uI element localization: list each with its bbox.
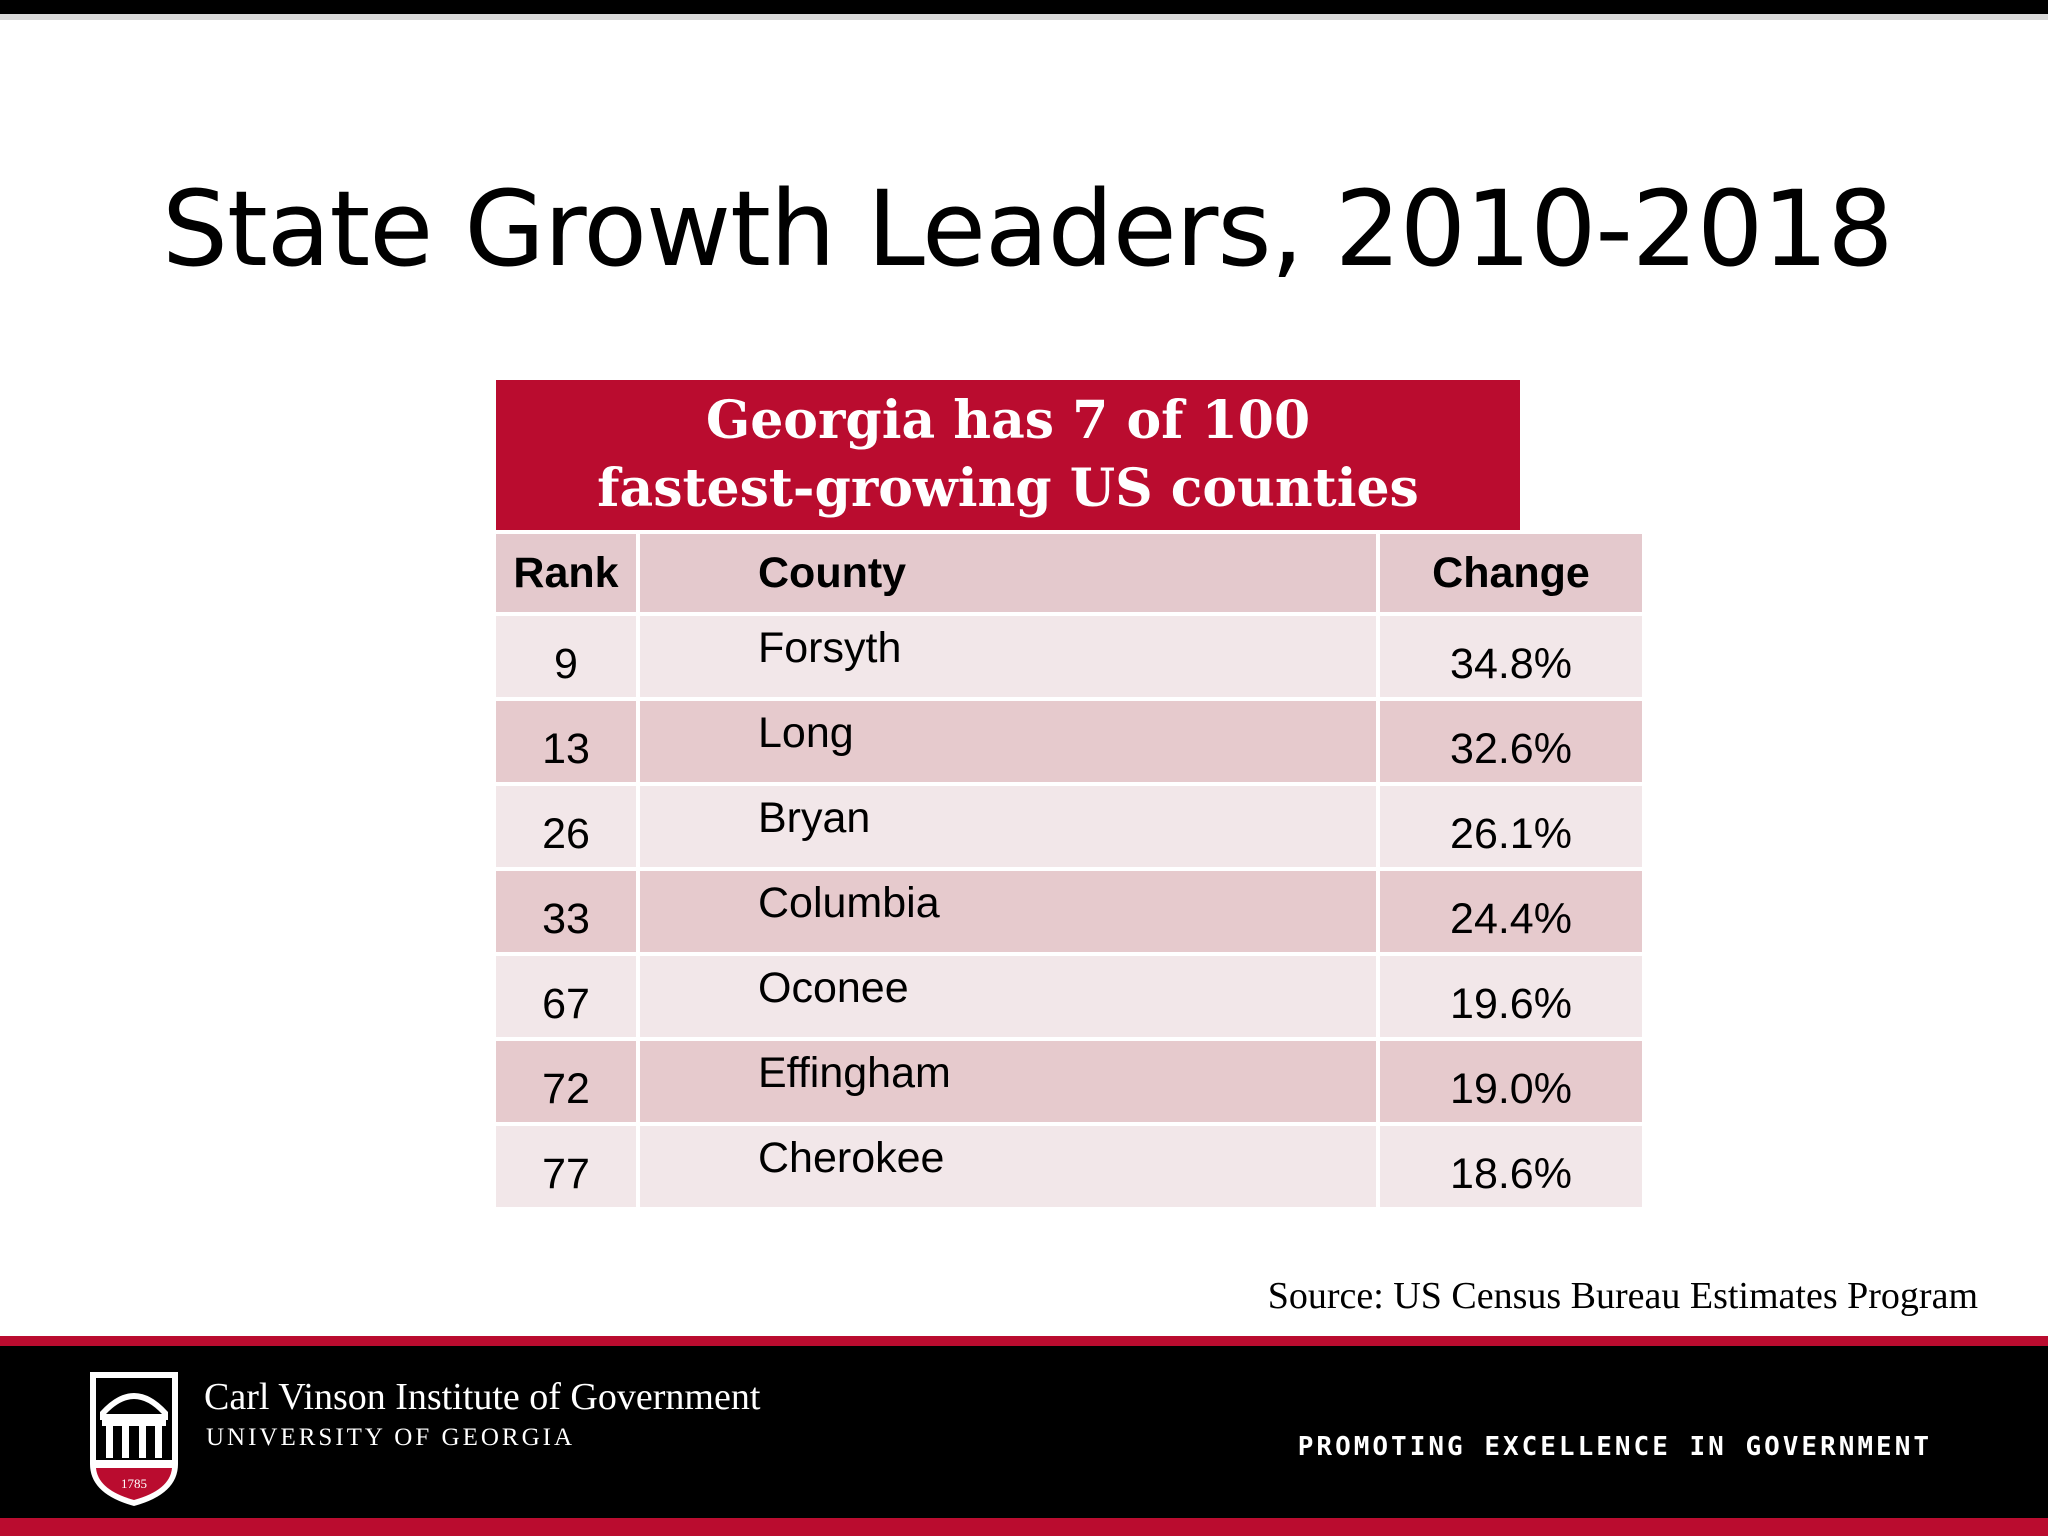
- county-name: Long: [758, 709, 854, 757]
- change-cell: 26.1%: [1380, 782, 1642, 867]
- rank-cell: 67: [496, 952, 640, 1037]
- footer-bar: [0, 1346, 2048, 1518]
- footer-tagline: PROMOTING EXCELLENCE IN GOVERNMENT: [1297, 1432, 1932, 1462]
- column-header-rank: Rank: [496, 530, 640, 612]
- county-cell: Bryan: [640, 782, 1380, 867]
- county-name: Oconee: [758, 964, 909, 1012]
- county-name: Bryan: [758, 794, 871, 842]
- table-caption: Georgia has 7 of 100 fastest-growing US …: [496, 380, 1520, 530]
- county-table: Rank County Change 9 Forsyth 34.8% 13 Lo…: [496, 530, 1642, 1207]
- source-note: Source: US Census Bureau Estimates Progr…: [1267, 1275, 1978, 1317]
- county-cell: Cherokee: [640, 1122, 1380, 1207]
- change-value: 19.6%: [1450, 980, 1572, 1028]
- top-border-bar: [0, 0, 2048, 14]
- county-name: Columbia: [758, 879, 940, 927]
- rank-value: 33: [542, 895, 590, 943]
- rank-value: 77: [542, 1150, 590, 1198]
- change-value: 24.4%: [1450, 895, 1572, 943]
- change-value: 18.6%: [1450, 1150, 1572, 1198]
- change-value: 26.1%: [1450, 810, 1572, 858]
- table-row: 9 Forsyth 34.8%: [496, 612, 1642, 697]
- rank-cell: 72: [496, 1037, 640, 1122]
- table-caption-line-1: Georgia has 7 of 100: [705, 390, 1311, 451]
- table-row: 72 Effingham 19.0%: [496, 1037, 1642, 1122]
- table-row: 33 Columbia 24.4%: [496, 867, 1642, 952]
- county-cell: Long: [640, 697, 1380, 782]
- rank-cell: 9: [496, 612, 640, 697]
- change-value: 32.6%: [1450, 725, 1572, 773]
- table-caption-line-2: fastest-growing US counties: [597, 458, 1419, 519]
- table-row: 77 Cherokee 18.6%: [496, 1122, 1642, 1207]
- county-cell: Columbia: [640, 867, 1380, 952]
- rank-cell: 77: [496, 1122, 640, 1207]
- rank-value: 67: [542, 980, 590, 1028]
- change-cell: 24.4%: [1380, 867, 1642, 952]
- org-name: Carl Vinson Institute of Government: [204, 1376, 761, 1418]
- change-cell: 19.6%: [1380, 952, 1642, 1037]
- org-university: UNIVERSITY OF GEORGIA: [206, 1424, 576, 1451]
- logo-year: 1785: [121, 1476, 147, 1491]
- change-cell: 34.8%: [1380, 612, 1642, 697]
- arch-shield-icon: 1785: [90, 1372, 178, 1506]
- rank-value: 13: [542, 725, 590, 773]
- change-cell: 32.6%: [1380, 697, 1642, 782]
- table-row: 26 Bryan 26.1%: [496, 782, 1642, 867]
- slide-title: State Growth Leaders, 2010-2018: [162, 168, 1894, 290]
- column-header-county: County: [640, 530, 1380, 612]
- county-name: Effingham: [758, 1049, 951, 1097]
- footer-red-stripe-bottom: [0, 1518, 2048, 1536]
- county-name: Forsyth: [758, 624, 902, 672]
- rank-cell: 13: [496, 697, 640, 782]
- rank-value: 72: [542, 1065, 590, 1113]
- change-cell: 19.0%: [1380, 1037, 1642, 1122]
- column-header-change: Change: [1380, 530, 1642, 612]
- county-cell: Effingham: [640, 1037, 1380, 1122]
- top-border-shadow: [0, 14, 2048, 20]
- rank-cell: 26: [496, 782, 640, 867]
- rank-value: 26: [542, 810, 590, 858]
- table-header-row: Rank County Change: [496, 530, 1642, 612]
- change-value: 19.0%: [1450, 1065, 1572, 1113]
- change-value: 34.8%: [1450, 640, 1572, 688]
- change-cell: 18.6%: [1380, 1122, 1642, 1207]
- rank-value: 9: [554, 640, 578, 688]
- county-cell: Forsyth: [640, 612, 1380, 697]
- county-name: Cherokee: [758, 1134, 945, 1182]
- rank-cell: 33: [496, 867, 640, 952]
- table-row: 67 Oconee 19.6%: [496, 952, 1642, 1037]
- growth-table: Georgia has 7 of 100 fastest-growing US …: [496, 380, 1642, 1207]
- table-row: 13 Long 32.6%: [496, 697, 1642, 782]
- county-cell: Oconee: [640, 952, 1380, 1037]
- footer-red-stripe-top: [0, 1336, 2048, 1346]
